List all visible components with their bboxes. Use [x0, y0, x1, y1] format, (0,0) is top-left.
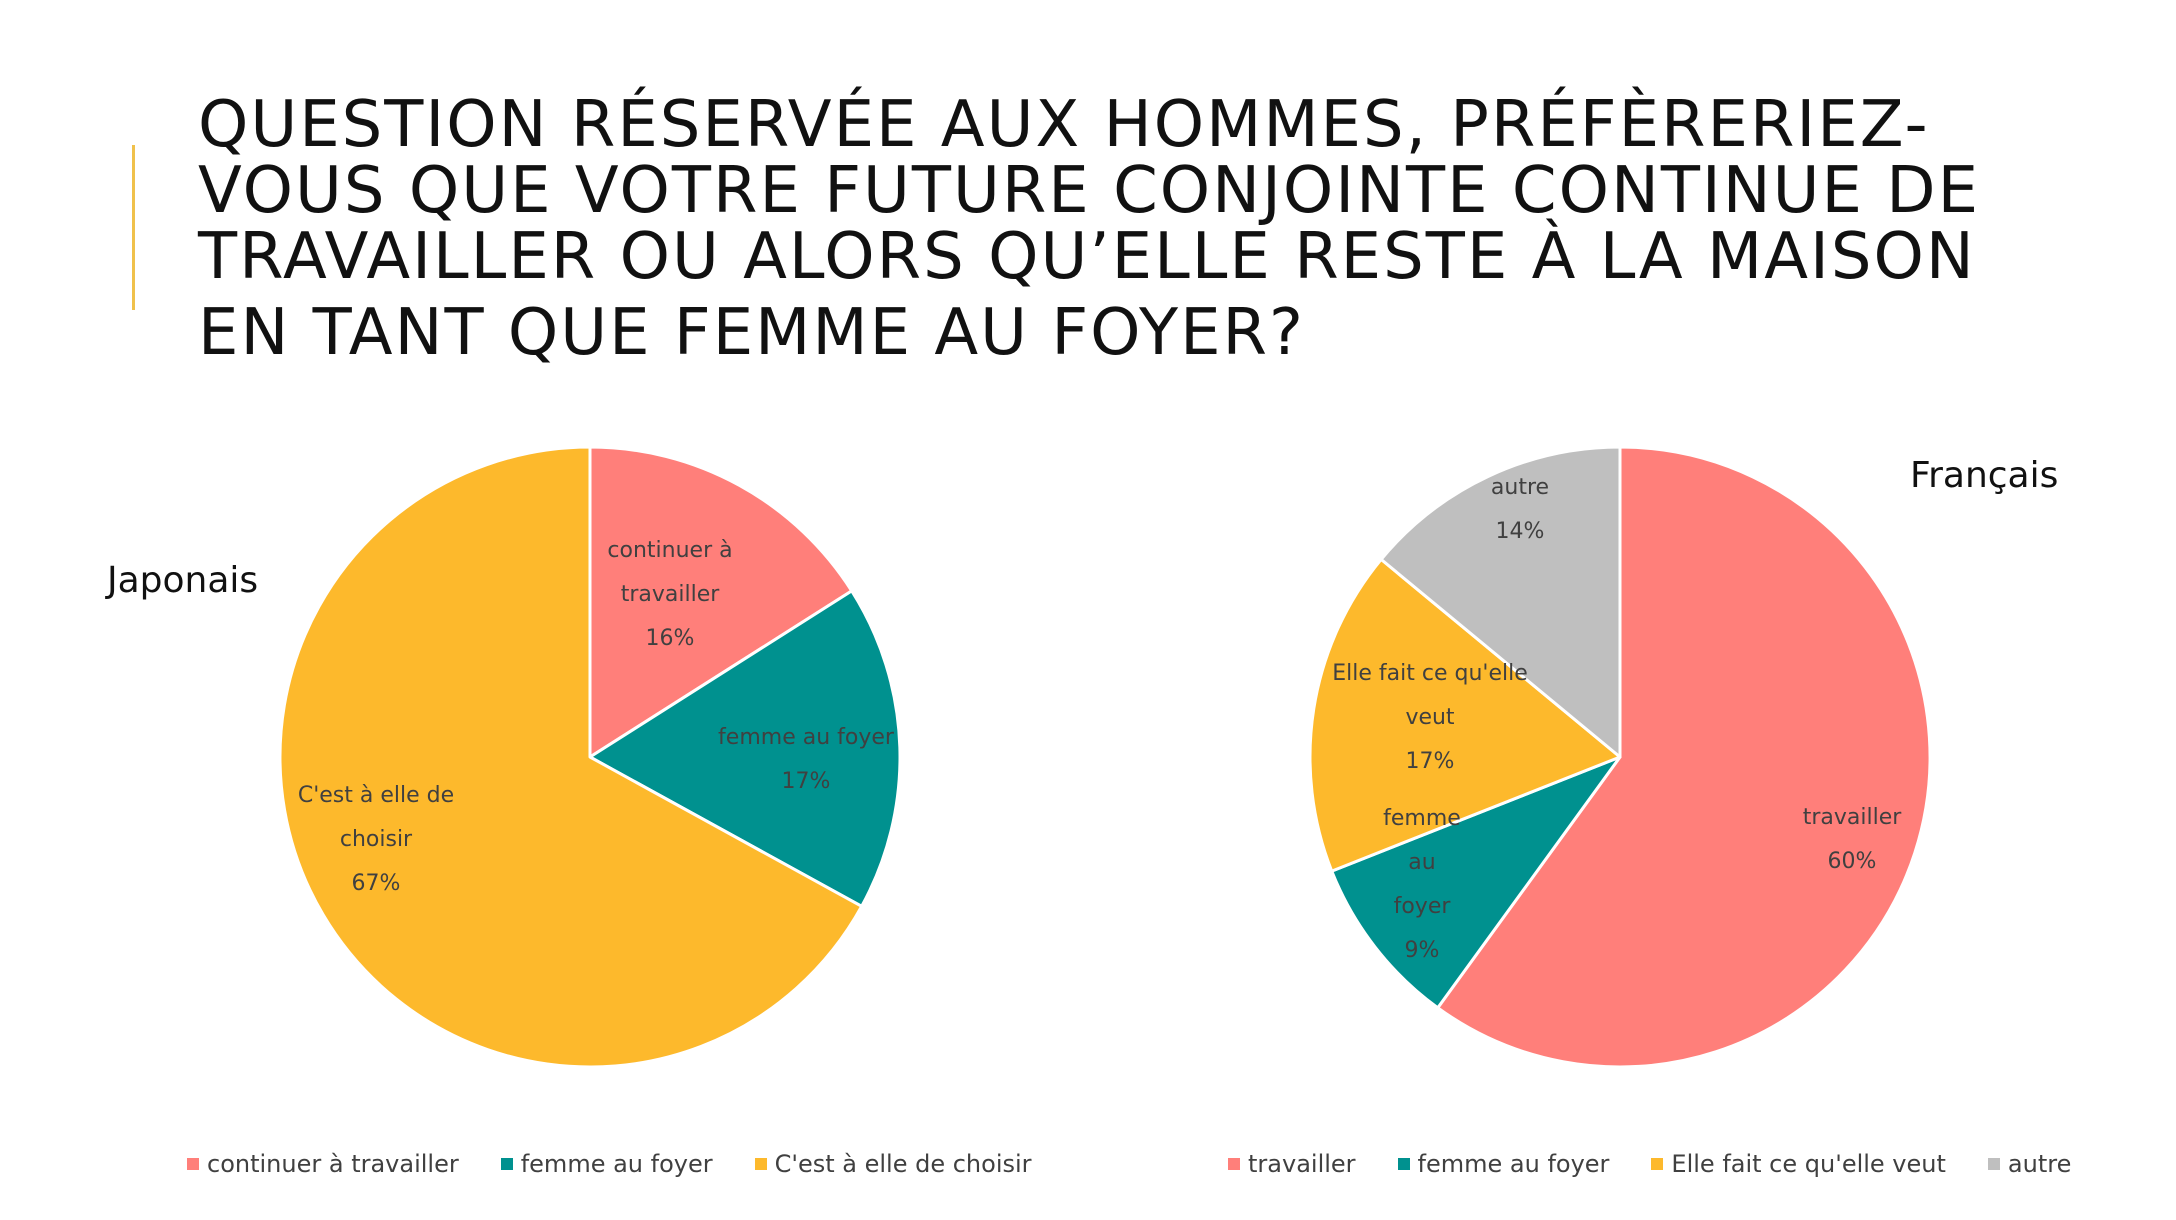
- legend-item-travailler: travailler: [1228, 1150, 1356, 1178]
- legend-item-femme-au-foyer: femme au foyer: [1397, 1150, 1610, 1178]
- legend-item-autre: autre: [1987, 1150, 2072, 1178]
- pie-slice-autre: [1379, 445, 1622, 759]
- pie-slice-continuer-a-travailler: [588, 445, 854, 759]
- legend-swatch: [754, 1158, 767, 1170]
- title-line: EN TANT QUE FEMME AU FOYER?: [198, 296, 1305, 370]
- legend-francais: travailler femme au foyer Elle fait ce qu'…: [1228, 1150, 2071, 1178]
- title-line: VOUS QUE VOTRE FUTURE CONJOINTE CONTINUE…: [198, 154, 1980, 228]
- legend-item-elle-fait-ce-qu-elle-veut: Elle fait ce qu'elle veut: [1651, 1150, 1946, 1178]
- data-label-femme-au-foyer: femme au foyer 9%: [1383, 806, 1461, 963]
- pie-slice-femme-au-foyer: [588, 589, 902, 908]
- title-line: QUESTION RÉSERVÉE AUX HOMMES, PRÉFÈRERIE…: [198, 88, 1930, 162]
- legend-label: Elle fait ce qu'elle veut: [1671, 1150, 1946, 1178]
- legend-swatch: [187, 1158, 199, 1170]
- chart-title-japonais: Japonais: [107, 560, 259, 601]
- legend-label: C'est à elle de choisir: [774, 1150, 1032, 1178]
- title-accent-bar: [132, 145, 135, 310]
- data-label-elle-fait-ce-qu-elle-veut: Elle fait ce qu'elle veut 17%: [1332, 661, 1528, 774]
- legend-item-femme-au-foyer: femme au foyer: [500, 1150, 713, 1178]
- pie-slice-femme-au-foyer: [1330, 755, 1622, 1010]
- legend-label: travailler: [1248, 1150, 1356, 1178]
- data-label-continuer-a-travailler: continuer à travailler 16%: [607, 538, 732, 651]
- legend-swatch: [1397, 1158, 1410, 1170]
- legend-swatch: [1228, 1158, 1240, 1170]
- data-label-c-est-a-elle-de-choisir: C'est à elle de choisir 67%: [298, 783, 454, 896]
- chart-title-francais: Français: [1910, 455, 2059, 496]
- legend-item-c-est-a-elle-de-choisir: C'est à elle de choisir: [754, 1150, 1032, 1178]
- slide-title: QUESTION RÉSERVÉE AUX HOMMES, PRÉFÈRERIE…: [198, 92, 2098, 366]
- legend-label: autre: [2007, 1150, 2072, 1178]
- legend-label: continuer à travailler: [207, 1150, 459, 1178]
- legend-label: femme au foyer: [520, 1150, 713, 1178]
- legend-swatch: [1651, 1158, 1664, 1170]
- data-label-femme-au-foyer: femme au foyer 17%: [718, 725, 895, 794]
- pie-slice-elle-fait-ce-qu-elle-veut: [1308, 557, 1622, 873]
- data-label-travailler: travailler 60%: [1803, 805, 1903, 874]
- pie-slice-travailler: [1436, 445, 1932, 1069]
- pie-slice-c-est-a-elle-de-choisir: [278, 445, 864, 1069]
- data-label-autre: autre 14%: [1491, 475, 1549, 544]
- title-line: TRAVAILLER OU ALORS QU’ELLE RESTE À LA M…: [198, 220, 1976, 294]
- legend-swatch: [500, 1158, 513, 1170]
- legend-label: femme au foyer: [1417, 1150, 1610, 1178]
- legend-swatch: [1987, 1158, 2000, 1170]
- legend-item-continuer-a-travailler: continuer à travailler: [187, 1150, 459, 1178]
- legend-japonais: continuer à travailler femme au foyer C'es…: [187, 1150, 1032, 1178]
